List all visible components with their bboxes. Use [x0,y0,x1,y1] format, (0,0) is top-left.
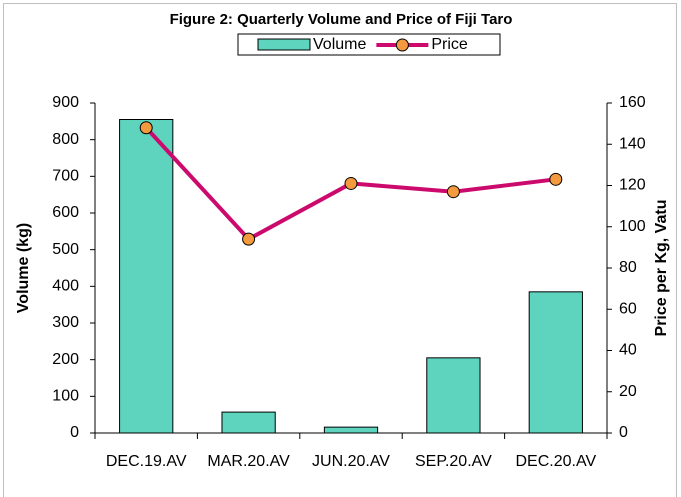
price-marker [242,232,256,246]
y-tick-label: 100 [52,388,79,405]
y-tick-label: 0 [70,424,79,441]
y-tick-label: 900 [52,94,79,111]
bar [426,357,481,434]
y-tick-label: 300 [52,314,79,331]
y2-tick-label: 60 [619,300,637,317]
y2-tick-label: 40 [619,342,637,359]
y-tick-label: 800 [52,131,79,148]
y-axis-label: Volume (kg) [15,223,32,313]
price-marker [344,176,358,190]
price-marker [139,121,153,135]
price-marker [549,172,563,186]
y-tick-label: 600 [52,204,79,221]
bar [528,291,583,434]
y2-tick-label: 80 [619,259,637,276]
y2-tick-label: 0 [619,424,628,441]
legend-marker [395,38,409,52]
y2-tick-label: 140 [619,135,646,152]
y2-tick-label: 20 [619,383,637,400]
legend-label: Price [431,36,468,53]
legend-swatch [257,38,311,51]
price-marker [446,185,460,199]
y2-tick-label: 100 [619,218,646,235]
y-tick-label: 500 [52,241,79,258]
x-tick-label: SEP.20.AV [415,453,492,470]
y-tick-label: 700 [52,168,79,185]
y-tick-label: 200 [52,351,79,368]
bar [221,411,276,434]
x-tick-label: MAR.20.AV [207,453,290,470]
y2-axis-label: Price per Kg, Vatu [653,200,670,337]
x-tick-label: JUN.20.AV [312,453,390,470]
x-tick-label: DEC.19.AV [106,453,187,470]
bar [323,426,379,434]
bar [119,119,174,434]
legend-label: Volume [313,36,366,53]
y-tick-label: 400 [52,278,79,295]
y2-tick-label: 160 [619,94,646,111]
chart-title: Figure 2: Quarterly Volume and Price of … [170,11,513,28]
y2-tick-label: 120 [619,177,646,194]
x-tick-label: DEC.20.AV [515,453,596,470]
